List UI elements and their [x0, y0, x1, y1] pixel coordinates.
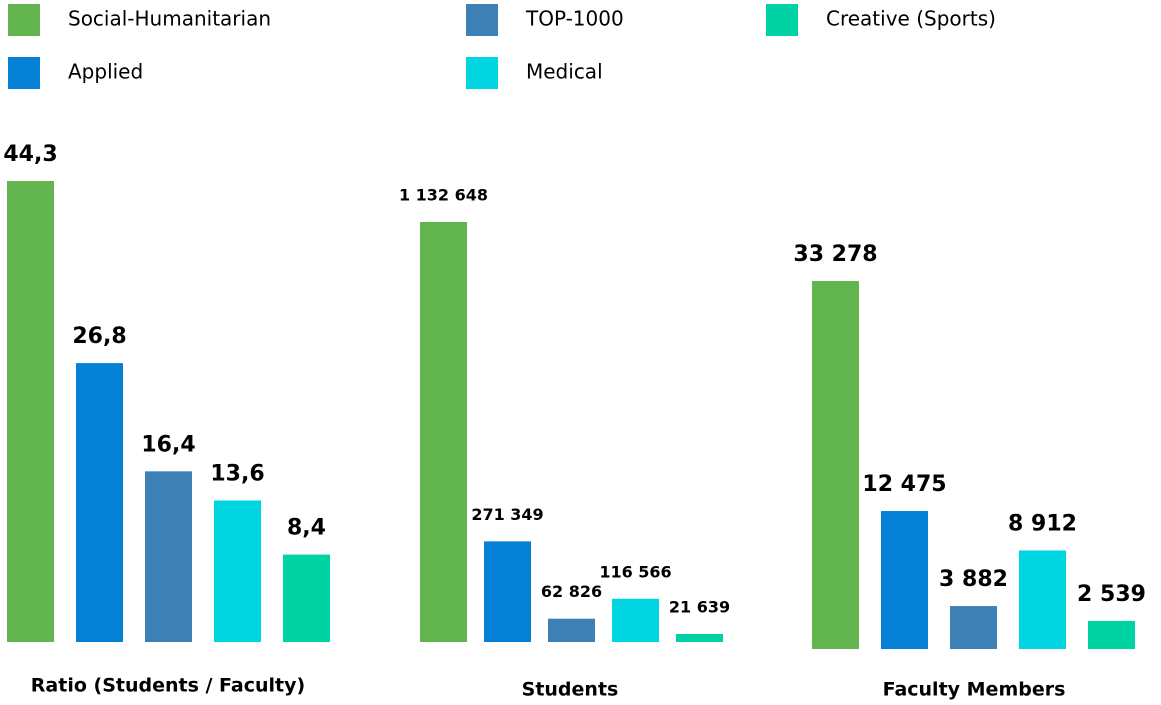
bar — [7, 181, 54, 642]
data-label: 3 882 — [939, 567, 1008, 592]
legend-swatch — [8, 57, 40, 89]
data-label: 12 475 — [862, 472, 946, 497]
bar — [214, 500, 261, 642]
bar — [950, 606, 997, 649]
data-label: 116 566 — [599, 562, 671, 581]
data-label: 2 539 — [1077, 582, 1146, 607]
bar — [612, 598, 659, 642]
data-label: 271 349 — [471, 505, 543, 524]
bar — [548, 618, 595, 642]
bar — [420, 222, 467, 642]
legend-label: Medical — [526, 60, 603, 84]
panel-title: Ratio (Students / Faculty) — [31, 675, 305, 697]
data-label: 1 132 648 — [399, 186, 488, 205]
data-label: 44,3 — [3, 142, 57, 167]
bar — [76, 363, 123, 642]
data-label: 8,4 — [287, 516, 326, 541]
bar — [145, 471, 192, 642]
bar — [1019, 550, 1066, 649]
bar — [484, 541, 531, 642]
bar — [812, 281, 859, 649]
panel-title: Faculty Members — [883, 679, 1066, 701]
legend-swatch — [466, 57, 498, 89]
legend-label: Social-Humanitarian — [68, 7, 271, 31]
data-label: 33 278 — [793, 242, 877, 267]
legend-swatch — [466, 4, 498, 36]
data-label: 8 912 — [1008, 511, 1077, 536]
bar — [881, 511, 928, 649]
data-label: 13,6 — [210, 461, 264, 486]
panel-title: Students — [522, 679, 619, 701]
legend-label: Creative (Sports) — [826, 7, 996, 31]
legend-label: TOP-1000 — [525, 7, 624, 31]
bar — [1088, 620, 1135, 649]
data-label: 26,8 — [72, 324, 126, 349]
legend-swatch — [8, 4, 40, 36]
legend-swatch — [766, 4, 798, 36]
bar — [676, 633, 723, 642]
data-label: 21 639 — [669, 597, 730, 616]
legend-label: Applied — [68, 60, 143, 84]
data-label: 16,4 — [141, 432, 195, 457]
data-label: 62 826 — [541, 582, 602, 601]
bar — [283, 554, 330, 642]
